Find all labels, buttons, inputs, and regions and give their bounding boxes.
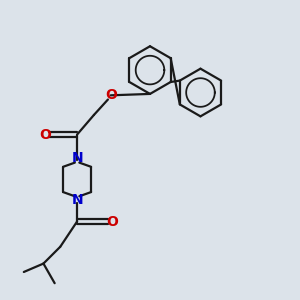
- Text: N: N: [71, 194, 83, 208]
- Text: O: O: [106, 214, 118, 229]
- Text: O: O: [105, 88, 117, 102]
- Text: N: N: [71, 152, 83, 165]
- Text: O: O: [40, 128, 52, 142]
